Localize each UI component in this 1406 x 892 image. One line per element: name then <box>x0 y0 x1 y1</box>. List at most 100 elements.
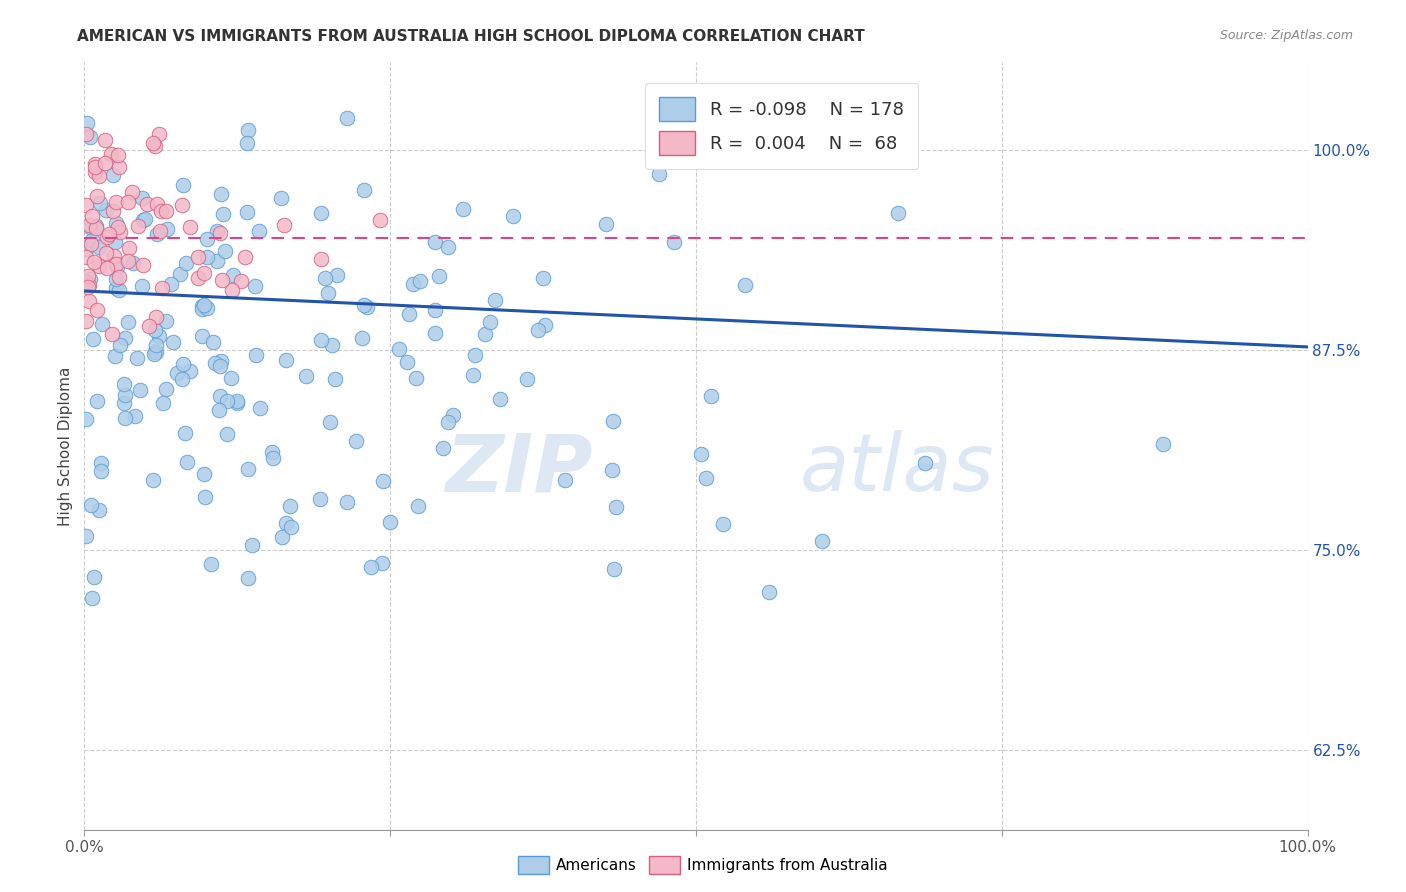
Point <box>117 315 139 329</box>
Point <box>194 490 217 504</box>
Point <box>1152 437 1174 451</box>
Point <box>395 355 418 369</box>
Point <box>436 240 458 254</box>
Point <box>131 191 153 205</box>
Point <box>105 260 128 274</box>
Point <box>689 447 711 461</box>
Point <box>89 169 111 183</box>
Point <box>425 235 447 249</box>
Text: Source: ZipAtlas.com: Source: ZipAtlas.com <box>1219 29 1353 42</box>
Point <box>101 203 124 218</box>
Point <box>145 310 167 325</box>
Point <box>236 205 259 219</box>
Point <box>276 516 298 530</box>
Point <box>360 560 382 574</box>
Point <box>215 393 238 408</box>
Point <box>409 274 432 288</box>
Point <box>121 256 143 270</box>
Point <box>103 349 125 363</box>
Point <box>121 185 143 199</box>
Point <box>143 347 166 361</box>
Point <box>132 259 155 273</box>
Point <box>201 334 224 349</box>
Legend: Americans, Immigrants from Australia: Americans, Immigrants from Australia <box>512 850 894 880</box>
Point <box>75 529 97 543</box>
Point <box>174 256 197 270</box>
Point <box>132 213 155 227</box>
Point <box>112 377 135 392</box>
Point <box>155 382 177 396</box>
Point <box>162 334 184 349</box>
Point <box>273 218 295 232</box>
Point <box>143 323 166 337</box>
Point <box>204 356 226 370</box>
Point <box>699 389 721 403</box>
Point <box>311 333 333 347</box>
Point <box>249 224 271 238</box>
Point <box>605 500 627 515</box>
Point <box>107 160 129 174</box>
Point <box>398 307 420 321</box>
Point <box>169 268 191 282</box>
Point <box>87 240 110 254</box>
Point <box>695 471 717 485</box>
Point <box>134 212 156 227</box>
Point <box>311 252 333 267</box>
Point <box>602 463 624 477</box>
Point <box>316 285 339 300</box>
Point <box>222 268 245 282</box>
Point <box>146 227 169 241</box>
Point <box>166 366 188 380</box>
Point <box>93 155 115 169</box>
Point <box>531 270 554 285</box>
Point <box>423 326 446 340</box>
Point <box>260 444 283 458</box>
Point <box>461 368 484 382</box>
Point <box>432 442 454 456</box>
Point <box>595 217 617 231</box>
Point <box>108 270 131 285</box>
Point <box>117 195 139 210</box>
Point <box>648 167 671 181</box>
Point <box>108 338 131 352</box>
Point <box>186 251 208 265</box>
Point <box>77 293 100 308</box>
Point <box>127 351 149 366</box>
Point <box>143 139 166 153</box>
Point <box>76 116 98 130</box>
Point <box>148 128 170 142</box>
Point <box>101 168 124 182</box>
Point <box>105 271 128 285</box>
Point <box>172 198 194 212</box>
Point <box>172 178 194 192</box>
Point <box>209 359 232 374</box>
Point <box>602 562 624 576</box>
Point <box>100 147 122 161</box>
Point <box>402 277 425 292</box>
Point <box>152 396 174 410</box>
Point <box>80 237 103 252</box>
Point <box>75 314 97 328</box>
Point <box>82 591 104 605</box>
Point <box>86 219 108 234</box>
Point <box>77 279 100 293</box>
Point <box>114 331 136 345</box>
Point <box>83 161 105 175</box>
Point <box>142 473 165 487</box>
Point <box>405 371 427 385</box>
Point <box>193 467 215 482</box>
Point <box>155 314 177 328</box>
Point <box>90 464 112 478</box>
Point <box>516 372 538 386</box>
Point <box>271 530 294 544</box>
Point <box>129 383 152 397</box>
Point <box>84 221 107 235</box>
Point <box>474 327 496 342</box>
Point <box>159 277 181 291</box>
Point <box>82 332 104 346</box>
Point <box>711 517 734 532</box>
Point <box>150 281 173 295</box>
Point <box>280 520 302 534</box>
Point <box>107 148 129 162</box>
Point <box>356 300 378 314</box>
